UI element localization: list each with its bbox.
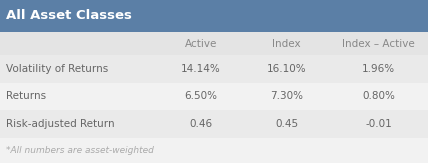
Text: *All numbers are asset-weighted: *All numbers are asset-weighted (6, 146, 155, 155)
Text: 0.46: 0.46 (190, 119, 213, 129)
Text: Returns: Returns (6, 91, 47, 102)
Bar (0, 55, 428, 83)
Bar (0, 138, 428, 163)
Text: Risk-adjusted Return: Risk-adjusted Return (6, 119, 115, 129)
Text: Volatility of Returns: Volatility of Returns (6, 64, 109, 74)
Bar (0, 110, 428, 138)
Text: 0.80%: 0.80% (363, 91, 395, 102)
Text: 1.96%: 1.96% (362, 64, 395, 74)
Text: -0.01: -0.01 (366, 119, 392, 129)
Text: 0.45: 0.45 (275, 119, 298, 129)
Bar (0, 32, 428, 55)
Text: 14.14%: 14.14% (181, 64, 221, 74)
Bar (0, 83, 428, 110)
Text: Index: Index (273, 39, 301, 49)
Text: 6.50%: 6.50% (184, 91, 218, 102)
Text: All Asset Classes: All Asset Classes (6, 9, 132, 22)
Text: Active: Active (185, 39, 217, 49)
Text: 7.30%: 7.30% (270, 91, 303, 102)
Text: Index – Active: Index – Active (342, 39, 415, 49)
Text: 16.10%: 16.10% (267, 64, 306, 74)
Bar (0, 0, 428, 32)
